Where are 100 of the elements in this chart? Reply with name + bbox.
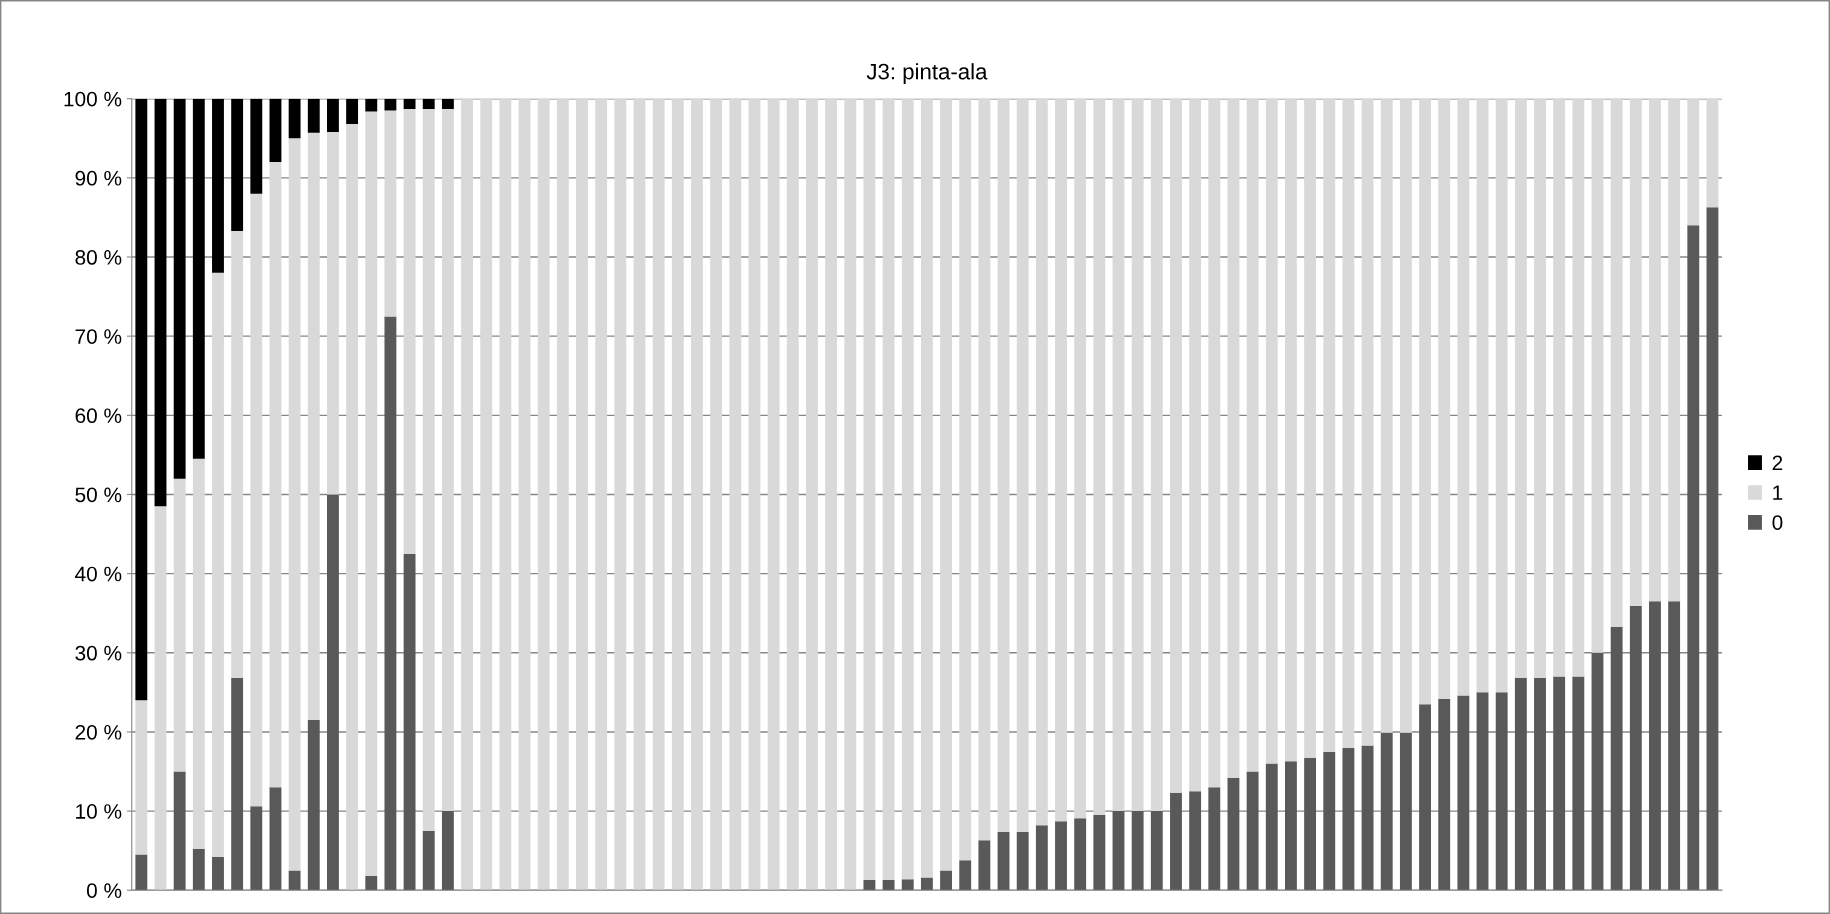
y-tick-label: 20 % — [75, 724, 122, 740]
bar — [1227, 777, 1240, 891]
bar — [365, 98, 378, 112]
legend-label: 0 — [1772, 515, 1783, 530]
bar — [1438, 98, 1451, 699]
bar — [288, 98, 301, 139]
bar — [1035, 98, 1048, 826]
bar — [1016, 98, 1029, 832]
bar — [959, 98, 972, 861]
bar — [1342, 98, 1355, 748]
bar — [384, 110, 397, 317]
bar — [327, 131, 339, 495]
bar — [422, 109, 435, 831]
bar — [499, 98, 512, 891]
bar — [192, 458, 205, 850]
bar — [997, 98, 1010, 832]
bar — [1265, 98, 1278, 764]
bar — [403, 109, 416, 554]
bar — [997, 831, 1010, 891]
bar — [1687, 98, 1700, 226]
bar — [1572, 676, 1585, 891]
bar — [1553, 98, 1566, 677]
y-tick-label: 0 % — [86, 883, 122, 898]
bar — [269, 98, 282, 163]
bar — [403, 98, 416, 109]
bar — [786, 98, 799, 891]
bar — [1323, 98, 1336, 752]
bar — [384, 98, 397, 111]
bar — [1457, 695, 1470, 891]
bar — [135, 854, 148, 891]
bar — [212, 272, 224, 857]
bar — [1189, 98, 1202, 792]
bar — [748, 98, 761, 891]
bar — [441, 109, 454, 812]
bar — [940, 870, 952, 891]
bar — [1112, 98, 1125, 812]
bar — [1399, 732, 1412, 891]
bar — [1380, 98, 1393, 733]
y-tick-label: 90 % — [75, 170, 122, 186]
bar — [135, 98, 148, 701]
bar — [384, 316, 397, 891]
bar — [1591, 98, 1604, 653]
bar — [250, 193, 263, 807]
bar — [1150, 811, 1163, 891]
bar — [1610, 98, 1623, 627]
bar — [614, 98, 627, 891]
bar — [346, 124, 359, 891]
bar — [1668, 98, 1681, 602]
bar — [173, 98, 186, 479]
bar — [767, 98, 780, 891]
bar — [1534, 98, 1546, 679]
bar — [1495, 692, 1508, 891]
bar — [1649, 98, 1661, 602]
bar — [576, 98, 588, 891]
bar — [518, 98, 531, 891]
bar — [1649, 601, 1661, 891]
bar — [825, 98, 838, 891]
bar — [901, 879, 914, 891]
bar — [154, 98, 167, 507]
y-tick-label: 70 % — [75, 329, 122, 344]
bar — [135, 700, 148, 855]
bar — [710, 98, 723, 891]
bar — [1189, 791, 1202, 891]
bar — [1208, 98, 1221, 788]
bar — [920, 98, 933, 878]
bar — [327, 494, 339, 891]
bar — [212, 856, 224, 891]
bar — [231, 678, 244, 891]
bar — [1476, 98, 1489, 693]
bar — [863, 98, 876, 880]
bar — [1246, 98, 1259, 772]
bar — [192, 849, 205, 891]
bar — [1131, 98, 1144, 812]
bar — [173, 771, 186, 891]
bar — [1514, 678, 1527, 891]
legend-label: 1 — [1773, 485, 1783, 500]
bar — [1629, 606, 1642, 891]
bar — [1553, 676, 1566, 891]
bar — [1304, 758, 1317, 891]
bar — [1438, 698, 1451, 891]
chart-title: J3: pinta-ala — [866, 63, 988, 84]
bar — [1131, 811, 1144, 891]
bar — [154, 506, 167, 891]
bar — [652, 98, 665, 891]
bar — [1591, 652, 1604, 891]
bar — [480, 98, 493, 891]
bar — [403, 553, 416, 891]
bar — [422, 98, 435, 109]
y-tick-label: 10 % — [76, 804, 122, 819]
bar — [863, 879, 876, 891]
bar — [1342, 747, 1355, 891]
bar — [231, 98, 244, 231]
bar — [1668, 601, 1681, 891]
bar — [882, 98, 895, 880]
bar — [959, 860, 972, 891]
bar — [1629, 98, 1642, 607]
legend-label: 2 — [1772, 455, 1783, 471]
bar — [1534, 678, 1546, 891]
bar — [269, 162, 282, 788]
bar — [1055, 821, 1067, 891]
